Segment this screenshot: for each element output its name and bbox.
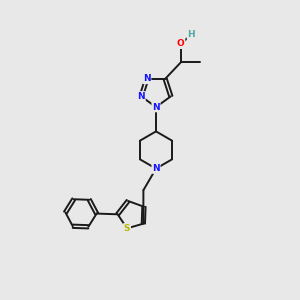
Text: N: N <box>152 103 160 112</box>
Text: N: N <box>152 164 160 173</box>
Text: N: N <box>137 92 145 101</box>
Text: H: H <box>188 30 195 39</box>
Text: O: O <box>177 39 184 48</box>
Text: N: N <box>143 74 151 83</box>
Text: S: S <box>124 224 130 233</box>
